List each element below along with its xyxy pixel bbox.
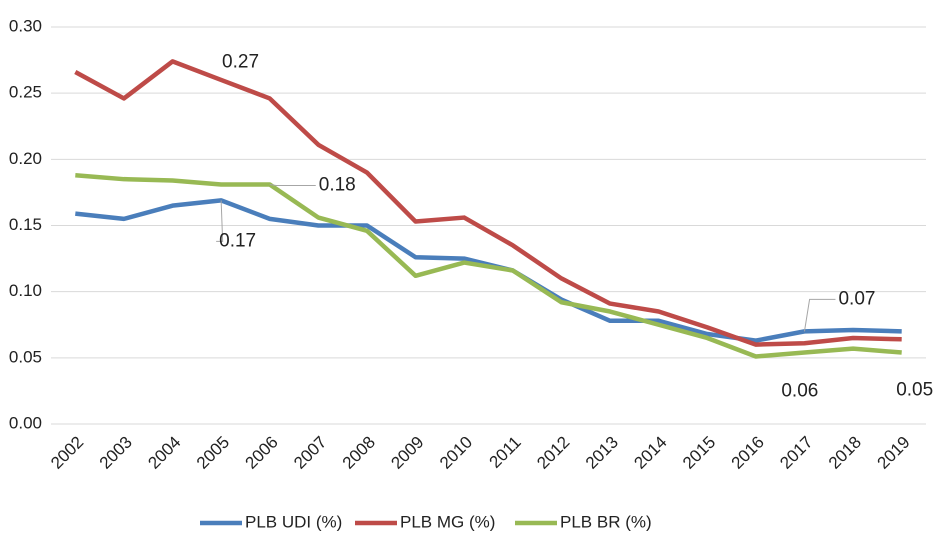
y-tick-label: 0.20 (9, 149, 42, 168)
x-tick-label: 2019 (874, 433, 914, 473)
x-tick-label: 2017 (776, 433, 816, 473)
legend-label: PLB UDI (%) (245, 512, 342, 531)
x-tick-label: 2015 (679, 433, 719, 473)
y-tick-label: 0.15 (9, 215, 42, 234)
legend-label: PLB BR (%) (560, 512, 652, 531)
x-tick-label: 2010 (436, 433, 476, 473)
leader-line (803, 298, 836, 332)
data-label: 0.27 (222, 51, 259, 72)
data-line (74, 59, 902, 347)
x-tick-label: 2009 (387, 433, 427, 473)
data-line (75, 198, 902, 343)
leader-line (216, 200, 224, 242)
data-line (75, 172, 902, 359)
x-tick-label: 2003 (96, 433, 136, 473)
data-label: 0.07 (838, 288, 875, 309)
x-tick-label: 2005 (193, 433, 233, 473)
x-tick-label: 2006 (242, 433, 282, 473)
y-tick-label: 0.25 (9, 83, 42, 102)
data-label: 0.18 (319, 174, 356, 195)
legend-label: PLB MG (%) (400, 512, 495, 531)
x-tick-label: 2014 (630, 433, 670, 473)
x-tick-label: 2012 (533, 433, 573, 473)
x-tick-label: 2007 (290, 433, 330, 473)
y-tick-label: 0.30 (9, 16, 42, 35)
y-tick-label: 0.10 (9, 281, 42, 300)
x-tick-label: 2018 (825, 433, 865, 473)
data-label: 0.05 (896, 380, 933, 401)
y-tick-label: 0.00 (9, 413, 42, 432)
x-tick-label: 2016 (728, 433, 768, 473)
x-tick-label: 2002 (47, 433, 87, 473)
leader-line (269, 183, 316, 186)
x-tick-label: 2004 (144, 433, 184, 473)
y-tick-label: 0.05 (9, 347, 42, 366)
x-tick-label: 2013 (582, 433, 622, 473)
data-label: 0.06 (781, 381, 818, 402)
x-tick-label: 2008 (339, 433, 379, 473)
data-label: 0.17 (219, 230, 256, 251)
x-tick-label: 2011 (486, 433, 525, 472)
